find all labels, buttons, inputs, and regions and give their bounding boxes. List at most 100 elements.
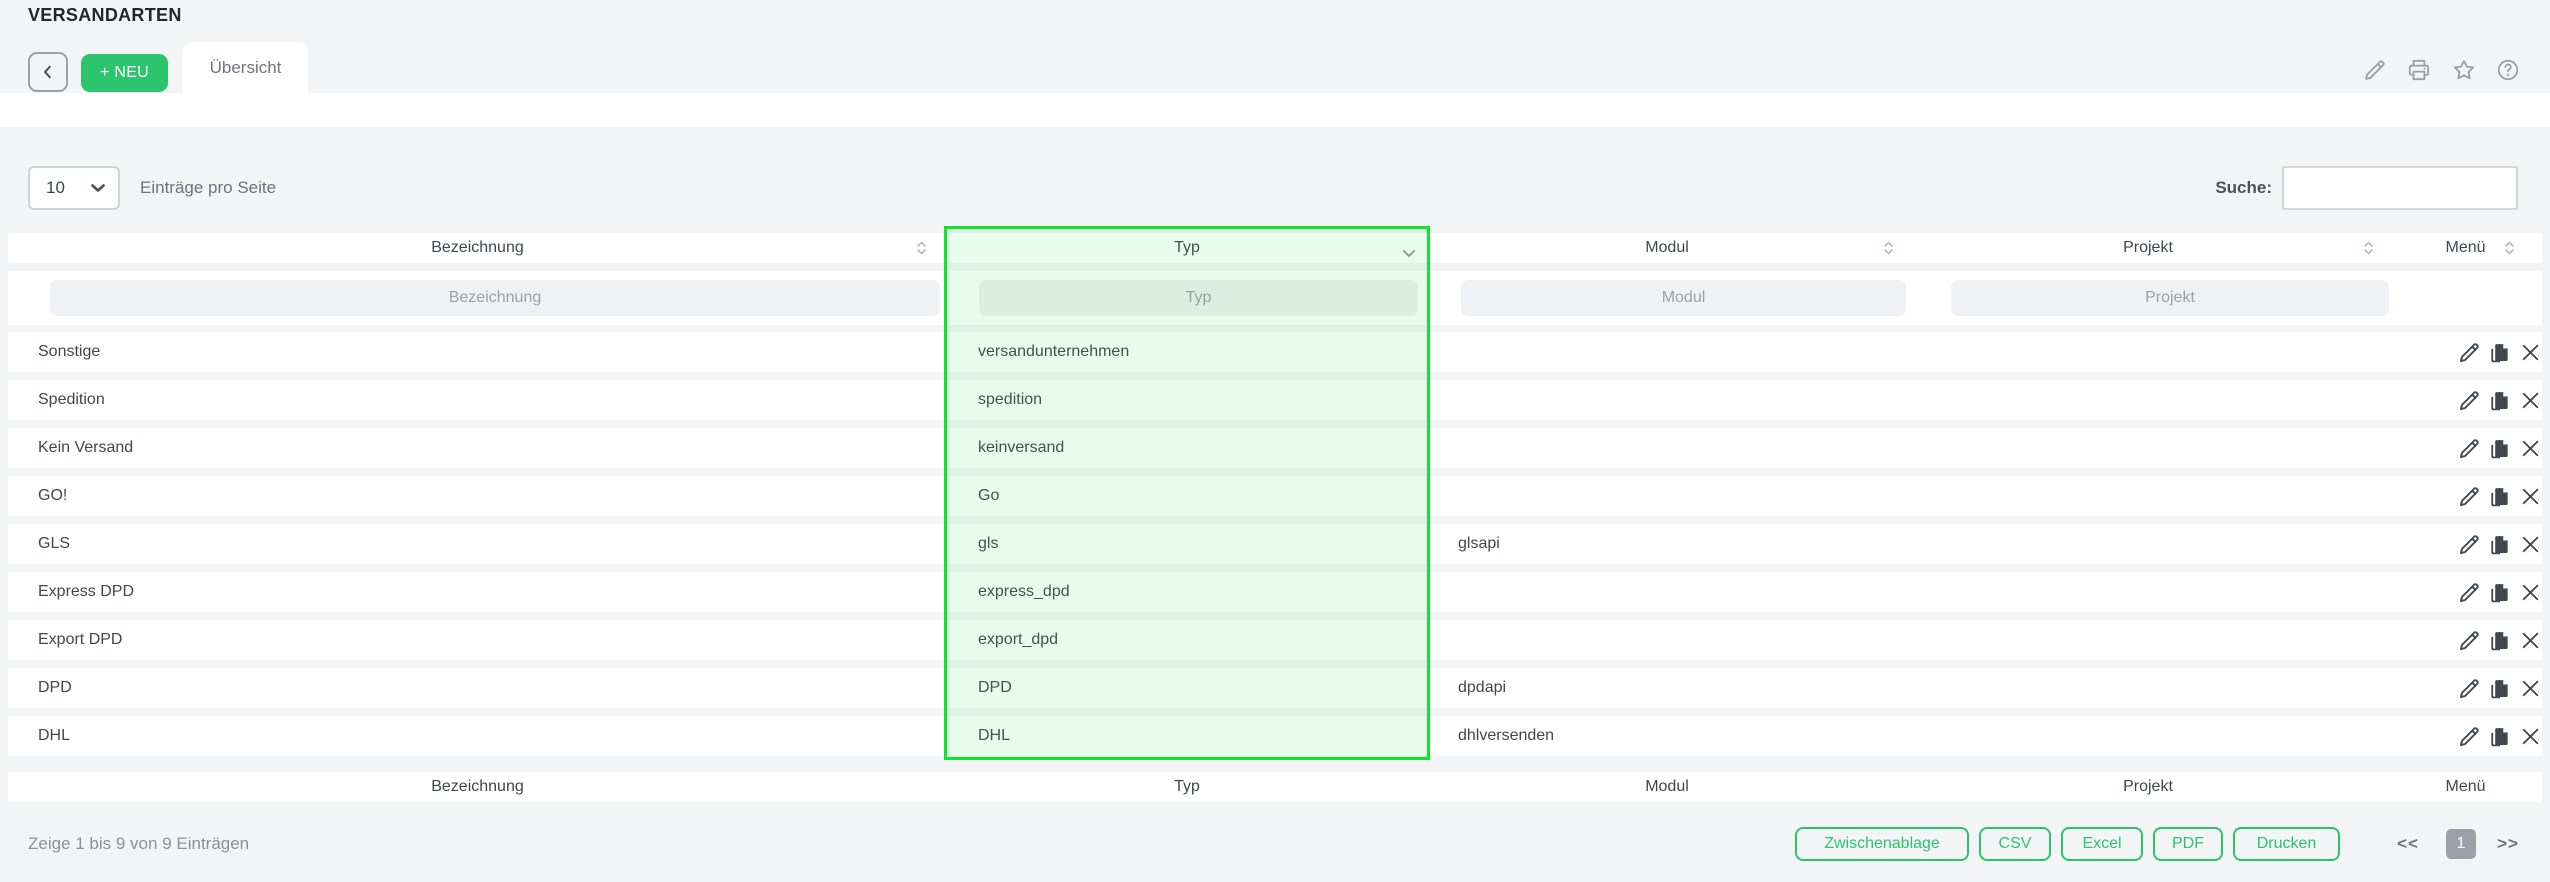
edit-icon[interactable] <box>2457 580 2482 605</box>
delete-x-icon[interactable] <box>2518 484 2543 509</box>
edit-icon[interactable] <box>2457 340 2482 365</box>
cell-bezeichnung: Export DPD <box>38 631 123 648</box>
delete-x-icon[interactable] <box>2518 676 2543 701</box>
delete-x-icon[interactable] <box>2518 388 2543 413</box>
sort-icon <box>2504 240 2515 256</box>
table-header-band <box>8 233 2542 263</box>
column-header-typ[interactable]: Typ <box>1174 239 1200 256</box>
cell-bezeichnung: Kein Versand <box>38 439 134 456</box>
table-row: GLS gls glsapi <box>8 524 2542 564</box>
sort-icon <box>1883 240 1894 256</box>
table-row: Export DPD export_dpd <box>8 620 2542 660</box>
table-row: Kein Versand keinversand <box>8 428 2542 468</box>
cell-typ: spedition <box>978 391 1043 408</box>
cell-bezeichnung: GLS <box>38 535 71 552</box>
footer-column-menue: Menü <box>2445 778 2486 795</box>
edit-icon[interactable] <box>2457 724 2482 749</box>
copy-icon[interactable] <box>2487 340 2512 365</box>
cell-modul: dpdapi <box>1458 679 1507 696</box>
export-print-button[interactable]: Drucken <box>2233 827 2340 861</box>
edit-icon[interactable] <box>2457 532 2482 557</box>
filter-input-modul[interactable] <box>1461 280 1906 316</box>
copy-icon[interactable] <box>2487 580 2512 605</box>
copy-icon[interactable] <box>2487 484 2512 509</box>
cell-typ: gls <box>978 535 999 552</box>
pagination-last-button[interactable]: >> <box>2497 834 2519 853</box>
cell-bezeichnung: Express DPD <box>38 583 135 600</box>
delete-x-icon[interactable] <box>2518 340 2543 365</box>
footer-column-typ: Typ <box>1174 778 1200 795</box>
chevron-left-icon <box>39 63 57 81</box>
page-size-select[interactable]: 10 <box>28 166 120 210</box>
tab-uebersicht[interactable]: Übersicht <box>183 42 308 94</box>
sort-icon <box>2363 240 2374 256</box>
edit-icon[interactable] <box>2457 436 2482 461</box>
new-button[interactable]: + NEU <box>81 54 168 92</box>
cell-typ: versandunternehmen <box>978 343 1130 360</box>
table-row: DPD DPD dpdapi <box>8 668 2542 708</box>
cell-typ: export_dpd <box>978 631 1059 648</box>
edit-icon[interactable] <box>2457 676 2482 701</box>
copy-icon[interactable] <box>2487 676 2512 701</box>
pagination-current-page[interactable]: 1 <box>2446 829 2476 859</box>
edit-icon[interactable] <box>2457 388 2482 413</box>
filter-input-bezeichnung[interactable] <box>50 280 940 316</box>
export-csv-button[interactable]: CSV <box>1979 827 2051 861</box>
copy-icon[interactable] <box>2487 388 2512 413</box>
delete-x-icon[interactable] <box>2518 580 2543 605</box>
column-header-projekt[interactable]: Projekt <box>2123 239 2173 256</box>
search-input[interactable] <box>2282 166 2518 210</box>
export-excel-button[interactable]: Excel <box>2061 827 2143 861</box>
cell-bezeichnung: Spedition <box>38 391 105 408</box>
cell-typ: DPD <box>978 679 1012 696</box>
entries-summary: Zeige 1 bis 9 von 9 Einträgen <box>28 834 250 853</box>
delete-x-icon[interactable] <box>2518 724 2543 749</box>
table-row: Express DPD express_dpd <box>8 572 2542 612</box>
export-pdf-button[interactable]: PDF <box>2153 827 2223 861</box>
edit-icon[interactable] <box>2457 484 2482 509</box>
cell-modul: glsapi <box>1458 535 1500 552</box>
content-top-strip <box>0 93 2550 127</box>
column-header-bezeichnung[interactable]: Bezeichnung <box>431 239 524 256</box>
page-size-label: Einträge pro Seite <box>140 178 277 197</box>
cell-bezeichnung: DHL <box>38 727 71 744</box>
page-size-value: 10 <box>46 178 65 197</box>
sort-icon <box>916 240 927 256</box>
delete-x-icon[interactable] <box>2518 436 2543 461</box>
edit-icon[interactable] <box>2362 57 2388 83</box>
copy-icon[interactable] <box>2487 628 2512 653</box>
copy-icon[interactable] <box>2487 532 2512 557</box>
column-header-modul[interactable]: Modul <box>1645 239 1689 256</box>
footer-column-bezeichnung: Bezeichnung <box>431 778 524 795</box>
column-header-menue[interactable]: Menü <box>2445 239 2486 256</box>
print-icon[interactable] <box>2406 57 2432 83</box>
search-label: Suche: <box>2215 178 2272 197</box>
delete-x-icon[interactable] <box>2518 628 2543 653</box>
cell-typ: DHL <box>978 727 1011 744</box>
cell-modul: dhlversenden <box>1458 727 1555 744</box>
back-button[interactable] <box>28 52 68 92</box>
cell-bezeichnung: GO! <box>38 487 68 504</box>
favorite-star-icon[interactable] <box>2451 57 2477 83</box>
table-row: Spedition spedition <box>8 380 2542 420</box>
table-row: GO! Go <box>8 476 2542 516</box>
filter-input-projekt[interactable] <box>1951 280 2389 316</box>
cell-typ: express_dpd <box>978 583 1070 600</box>
copy-icon[interactable] <box>2487 436 2512 461</box>
edit-icon[interactable] <box>2457 628 2482 653</box>
cell-bezeichnung: DPD <box>38 679 72 696</box>
footer-column-modul: Modul <box>1645 778 1689 795</box>
delete-x-icon[interactable] <box>2518 532 2543 557</box>
cell-bezeichnung: Sonstige <box>38 343 101 360</box>
filter-input-typ[interactable] <box>979 280 1418 316</box>
sort-desc-chevron-icon <box>1402 245 1416 258</box>
copy-icon[interactable] <box>2487 724 2512 749</box>
export-clipboard-button[interactable]: Zwischenablage <box>1795 827 1969 861</box>
page-title: VERSANDARTEN <box>28 5 182 25</box>
cell-typ: Go <box>978 487 1000 504</box>
table-footer-band <box>8 772 2542 802</box>
pagination-first-button[interactable]: << <box>2397 834 2419 853</box>
help-icon[interactable] <box>2495 57 2521 83</box>
table-row: Sonstige versandunternehmen <box>8 332 2542 372</box>
chevron-down-icon <box>90 183 106 193</box>
